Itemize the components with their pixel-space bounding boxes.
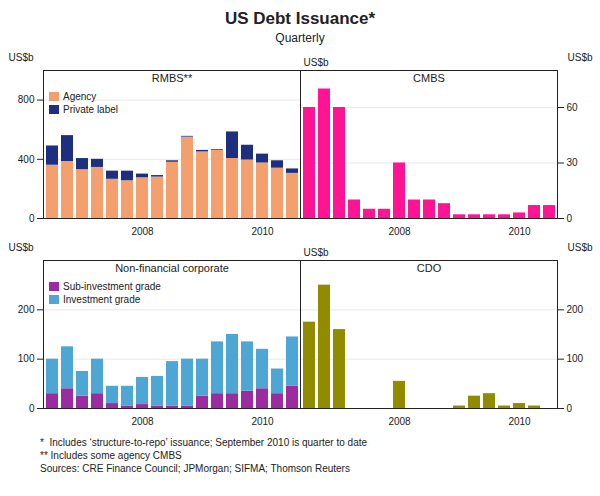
svg-text:US$b: US$b xyxy=(567,242,592,253)
html-text:Agency: Agency xyxy=(63,91,97,102)
svg-text:CDO: CDO xyxy=(417,262,442,274)
svg-text:2010: 2010 xyxy=(508,416,531,427)
svg-text:800: 800 xyxy=(18,94,35,105)
svg-text:2008: 2008 xyxy=(388,226,411,237)
svg-text:2010: 2010 xyxy=(251,416,274,427)
html-text:Sub-investment grade: Sub-investment grade xyxy=(63,281,161,292)
svg-text:US$b: US$b xyxy=(304,247,329,258)
svg-text:200: 200 xyxy=(567,304,584,315)
html-text:US Debt Issuance*: US Debt Issuance* xyxy=(224,9,376,28)
svg-text:0: 0 xyxy=(567,213,573,224)
svg-text:400: 400 xyxy=(18,154,35,165)
svg-text:CMBS: CMBS xyxy=(413,72,445,84)
svg-text:100: 100 xyxy=(567,353,584,364)
svg-text:US$b: US$b xyxy=(9,52,34,63)
html-text:Sources: CRE Finance Council;: Sources: CRE Finance Council; JPMorgan; … xyxy=(40,463,350,474)
svg-text:2008: 2008 xyxy=(388,416,411,427)
html-text:Private label: Private label xyxy=(63,104,118,115)
svg-text:200: 200 xyxy=(18,304,35,315)
svg-text:2008: 2008 xyxy=(131,226,154,237)
svg-text:30: 30 xyxy=(567,157,579,168)
html-text:Quarterly: Quarterly xyxy=(275,31,325,45)
svg-text:2010: 2010 xyxy=(251,226,274,237)
svg-text:0: 0 xyxy=(29,403,35,414)
svg-text:US$b: US$b xyxy=(304,57,329,68)
svg-text:US$b: US$b xyxy=(9,242,34,253)
svg-text:Non-financial corporate: Non-financial corporate xyxy=(115,262,229,274)
html-text:** Includes some agency CMBS: ** Includes some agency CMBS xyxy=(40,450,182,461)
svg-text:100: 100 xyxy=(18,353,35,364)
svg-text:2008: 2008 xyxy=(131,416,154,427)
svg-text:0: 0 xyxy=(29,213,35,224)
svg-text:2010: 2010 xyxy=(508,226,531,237)
svg-text:US$b: US$b xyxy=(567,52,592,63)
html-text:* Includes ‘structure-to-repo’: * Includes ‘structure-to-repo’ issuance;… xyxy=(40,437,367,448)
svg-text:60: 60 xyxy=(567,102,579,113)
svg-text:0: 0 xyxy=(567,403,573,414)
html-text:Investment grade: Investment grade xyxy=(63,294,141,305)
svg-text:RMBS**: RMBS** xyxy=(152,72,193,84)
